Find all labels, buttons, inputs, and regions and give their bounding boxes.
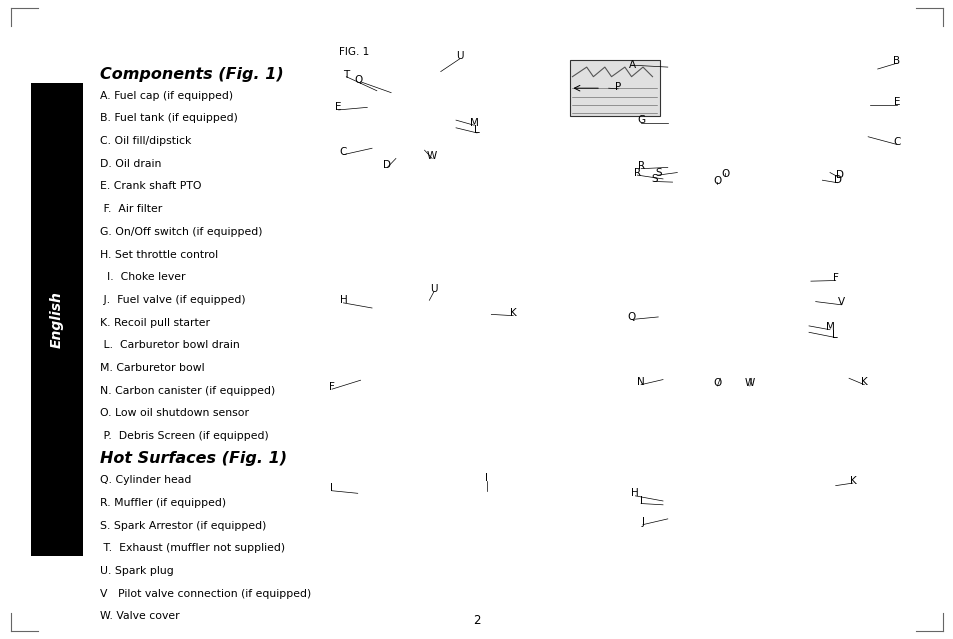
Text: A. Fuel cap (if equipped): A. Fuel cap (if equipped): [100, 91, 233, 101]
Text: R. Muffler (if equipped): R. Muffler (if equipped): [100, 498, 226, 508]
Text: P.  Debris Screen (if equipped): P. Debris Screen (if equipped): [100, 431, 269, 441]
Text: W: W: [427, 151, 436, 161]
Text: Components (Fig. 1): Components (Fig. 1): [100, 67, 284, 82]
Text: O. Low oil shutdown sensor: O. Low oil shutdown sensor: [100, 408, 249, 419]
Bar: [30, 83, 83, 556]
Text: K. Recoil pull starter: K. Recoil pull starter: [100, 318, 210, 328]
Text: T.  Exhaust (muffler not supplied): T. Exhaust (muffler not supplied): [100, 543, 285, 553]
Text: D: D: [833, 175, 841, 185]
Text: English: English: [50, 291, 64, 348]
Text: V   Pilot valve connection (if equipped): V Pilot valve connection (if equipped): [100, 589, 311, 599]
Text: O: O: [713, 176, 720, 187]
Text: T: T: [343, 70, 349, 80]
Text: H: H: [339, 295, 347, 305]
Text: F: F: [329, 381, 335, 392]
Text: C: C: [339, 147, 347, 157]
Bar: [319, 13, 943, 613]
Text: R: R: [637, 161, 644, 171]
Text: L: L: [831, 330, 837, 340]
Text: D. Oil drain: D. Oil drain: [100, 159, 161, 169]
Text: F.  Air filter: F. Air filter: [100, 204, 162, 214]
Text: J: J: [640, 517, 644, 527]
Text: W. Valve cover: W. Valve cover: [100, 612, 179, 621]
Text: S. Spark Arrestor (if equipped): S. Spark Arrestor (if equipped): [100, 521, 266, 530]
Text: I: I: [639, 496, 642, 506]
Bar: [569, 60, 659, 116]
Text: Q: Q: [627, 312, 635, 322]
Text: G. On/Off switch (if equipped): G. On/Off switch (if equipped): [100, 227, 262, 237]
Text: K: K: [860, 377, 867, 387]
Text: M: M: [824, 322, 834, 332]
Text: M. Carburetor bowl: M. Carburetor bowl: [100, 363, 205, 373]
Text: H: H: [631, 488, 639, 498]
Text: S: S: [651, 174, 657, 184]
Text: D: D: [383, 160, 391, 170]
Text: J.  Fuel valve (if equipped): J. Fuel valve (if equipped): [100, 295, 246, 305]
Text: E: E: [335, 102, 341, 112]
Text: O: O: [713, 378, 720, 389]
Text: N: N: [637, 377, 644, 387]
Text: B. Fuel tank (if equipped): B. Fuel tank (if equipped): [100, 114, 238, 123]
Text: N. Carbon canister (if equipped): N. Carbon canister (if equipped): [100, 385, 275, 396]
Text: O: O: [720, 169, 728, 179]
Text: W: W: [744, 378, 754, 389]
Text: L: L: [474, 125, 479, 135]
Text: L.  Carburetor bowl drain: L. Carburetor bowl drain: [100, 340, 239, 350]
Text: U: U: [430, 284, 437, 294]
Text: E. Crank shaft PTO: E. Crank shaft PTO: [100, 181, 201, 192]
Text: 2: 2: [473, 615, 480, 627]
Text: R: R: [633, 167, 640, 178]
Text: I: I: [330, 483, 334, 493]
Text: K: K: [509, 308, 517, 318]
Text: FIG. 1: FIG. 1: [338, 47, 369, 58]
Text: U. Spark plug: U. Spark plug: [100, 566, 173, 576]
Text: F: F: [832, 273, 838, 283]
Text: G: G: [637, 115, 644, 125]
Text: H. Set throttle control: H. Set throttle control: [100, 249, 218, 259]
Text: K: K: [848, 475, 856, 486]
Text: Q. Cylinder head: Q. Cylinder head: [100, 475, 192, 485]
Text: B: B: [892, 56, 900, 66]
Text: I: I: [484, 473, 488, 483]
Text: P: P: [615, 82, 620, 92]
Text: M: M: [469, 118, 478, 128]
Text: V: V: [837, 297, 844, 307]
Text: A: A: [628, 60, 636, 70]
Text: C. Oil fill/dipstick: C. Oil fill/dipstick: [100, 136, 192, 146]
Text: C: C: [892, 137, 900, 147]
Text: I.  Choke lever: I. Choke lever: [100, 272, 186, 282]
Text: Q: Q: [355, 75, 362, 85]
Text: S: S: [655, 167, 660, 178]
Text: U: U: [456, 51, 463, 61]
Text: E: E: [893, 97, 899, 107]
Text: D: D: [835, 170, 842, 180]
Text: Hot Surfaces (Fig. 1): Hot Surfaces (Fig. 1): [100, 451, 287, 466]
